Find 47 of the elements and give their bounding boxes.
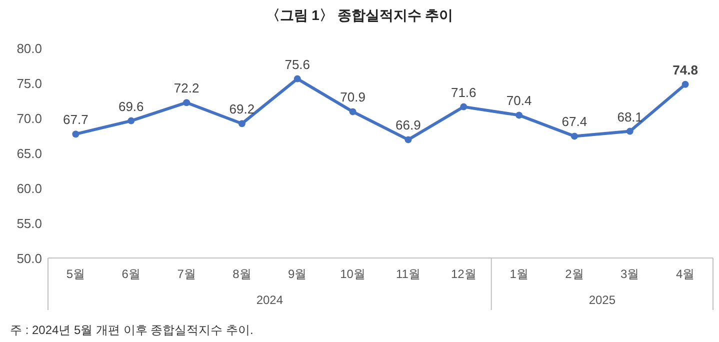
x-tick-label: 11월: [396, 267, 420, 281]
data-label: 67.7: [63, 112, 88, 128]
data-label: 75.6: [284, 56, 310, 72]
x-tick-label: 2월: [565, 267, 584, 281]
data-label: 70.9: [340, 90, 366, 105]
data-label: 70.4: [506, 93, 532, 108]
data-label: 71.6: [450, 84, 476, 100]
data-label: 74.8: [672, 62, 698, 78]
x-tick-label: 4월: [676, 267, 695, 281]
point: [516, 112, 523, 119]
x-tick-label: 12월: [450, 267, 476, 281]
y-tick-label: 75.0: [16, 76, 42, 91]
x-tick-label: 8월: [232, 267, 252, 281]
y-tick-label: 50.0: [16, 251, 42, 266]
x-tick-label: 5월: [66, 267, 86, 281]
point: [183, 99, 190, 106]
data-label: 69.6: [118, 98, 144, 114]
data-label: 72.2: [174, 80, 200, 96]
point: [72, 130, 80, 138]
chart-title: 〈그림 1〉 종합실적지수 추이: [266, 7, 454, 23]
text: 주 : 2024년 5월 개편 이후 종합실적지수 추이.: [10, 323, 254, 337]
y-tick-label: 60.0: [16, 181, 42, 196]
point: [404, 136, 412, 144]
y-tick-label: 70.0: [16, 111, 42, 126]
point: [128, 117, 135, 124]
point: [349, 108, 356, 116]
x-tick-label: 6월: [122, 267, 140, 281]
y-tick-label: 80.0: [16, 41, 42, 56]
point: [570, 132, 578, 140]
point: [238, 120, 246, 128]
data-label: 66.9: [396, 118, 421, 133]
point: [682, 80, 689, 88]
x-tick-label: 1월: [510, 267, 528, 281]
data-label: 68.1: [617, 109, 643, 124]
point: [626, 128, 634, 135]
y-tick-label: 55.0: [16, 216, 42, 231]
text: 2025: [588, 293, 616, 307]
y-tick-label: 65.0: [16, 146, 42, 161]
point: [294, 75, 301, 82]
x-tick-label: 10월: [340, 267, 366, 281]
text: 2024: [256, 293, 284, 307]
x-tick-label: 7월: [177, 267, 196, 281]
data-label: 69.2: [229, 102, 255, 117]
x-tick-label: 9월: [288, 267, 307, 281]
data-label: 67.4: [562, 114, 588, 130]
x-tick-label: 3월: [620, 267, 640, 281]
point: [460, 103, 468, 110]
